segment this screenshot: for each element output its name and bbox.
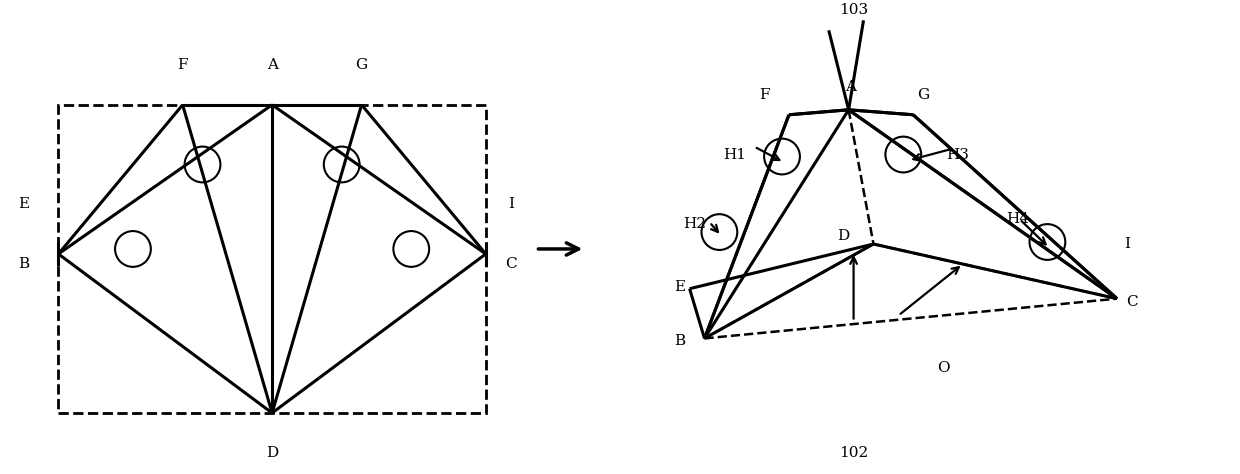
- Text: A: A: [267, 58, 278, 72]
- Text: D: D: [265, 446, 278, 460]
- Text: D: D: [837, 229, 849, 243]
- Text: H1: H1: [723, 147, 745, 162]
- Text: H3: H3: [946, 147, 970, 162]
- Text: B: B: [19, 257, 30, 271]
- Text: O: O: [936, 361, 950, 375]
- Text: A: A: [846, 80, 856, 94]
- Text: I: I: [507, 197, 513, 211]
- Text: E: E: [675, 280, 686, 294]
- Text: H4: H4: [1006, 212, 1029, 226]
- Text: G: G: [918, 88, 929, 102]
- Text: G: G: [356, 58, 368, 72]
- Text: 103: 103: [839, 3, 868, 18]
- Text: 102: 102: [839, 446, 868, 460]
- Text: C: C: [505, 257, 517, 271]
- Text: F: F: [759, 88, 769, 102]
- Text: H2: H2: [683, 217, 706, 231]
- Text: F: F: [177, 58, 188, 72]
- Text: B: B: [675, 334, 686, 348]
- Text: E: E: [19, 197, 30, 211]
- Text: I: I: [1123, 237, 1130, 251]
- Text: C: C: [1126, 295, 1138, 309]
